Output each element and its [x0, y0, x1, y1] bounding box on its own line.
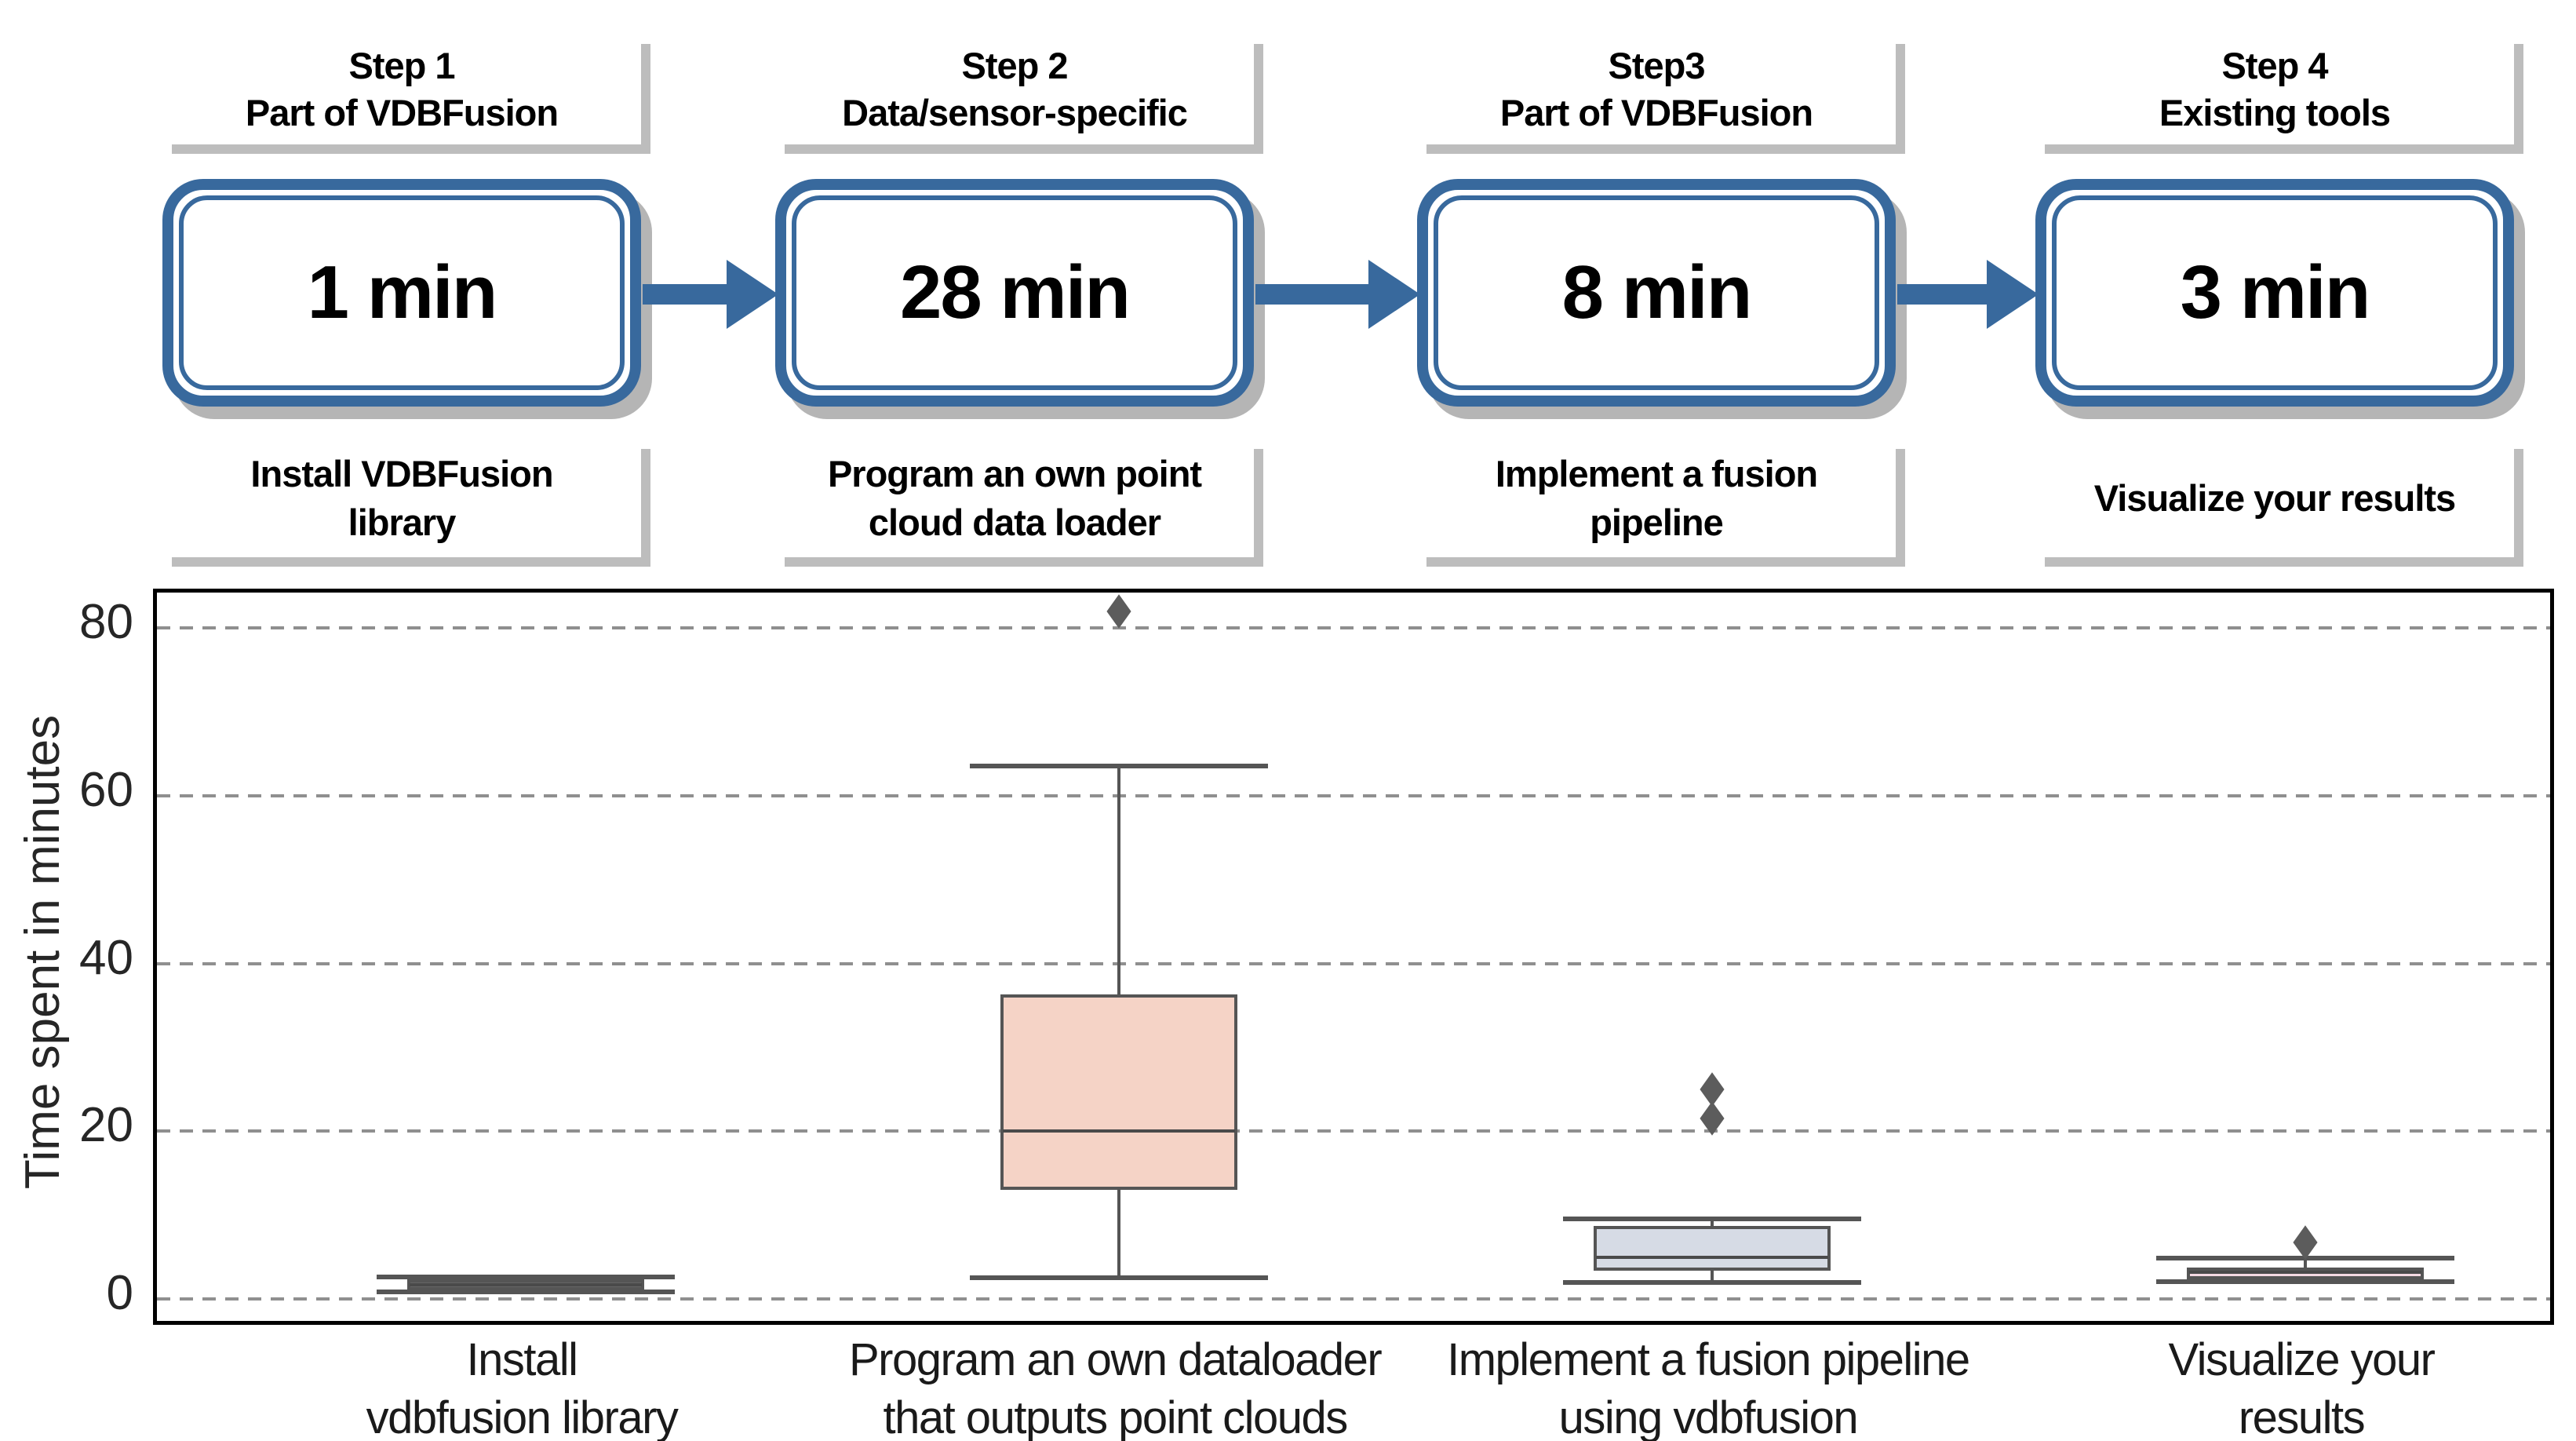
- flow-arrow-shaft: [1897, 284, 1987, 305]
- step-task-line: cloud data loader: [868, 502, 1161, 543]
- upper-whisker-line: [1117, 766, 1121, 995]
- upper-whisker-cap: [377, 1275, 675, 1280]
- y-tick-label: 20: [79, 1098, 133, 1153]
- step-duration-value: 3 min: [2180, 250, 2371, 334]
- step-duration-value: 8 min: [1561, 250, 1753, 334]
- iqr-box: [1000, 994, 1238, 1191]
- step-number-label: Step 2: [961, 45, 1068, 86]
- x-tick-label: Program an own dataloader that outputs p…: [848, 1334, 1383, 1441]
- step-duration-box: 8 min: [1417, 179, 1896, 407]
- step-number-label: Step 4: [2221, 45, 2328, 86]
- step-duration-box-inner: 28 min: [792, 195, 1237, 390]
- gridline: [157, 626, 2550, 629]
- step-number-label: Step 1: [348, 45, 455, 86]
- step-duration-box-inner: 3 min: [2052, 195, 2498, 390]
- x-tick-label: Implement a fusion pipeline using vdbfus…: [1447, 1334, 1970, 1441]
- step-duration-value: 1 min: [307, 250, 498, 334]
- step-task-label: Install VDBFusion library: [162, 440, 641, 557]
- step-duration-value: 28 min: [899, 250, 1131, 334]
- flow-arrow-icon: [643, 247, 778, 341]
- step-duration-box-inner: 8 min: [1434, 195, 1879, 390]
- flow-arrow-head: [727, 260, 778, 329]
- plot-area: [153, 589, 2554, 1325]
- lower-whisker-line: [1117, 1190, 1121, 1279]
- step-task-label: Visualize your results: [2035, 440, 2514, 557]
- iqr-box: [1593, 1226, 1831, 1271]
- gridline: [157, 961, 2550, 965]
- x-tick-label: Install vdbfusion library: [366, 1334, 679, 1441]
- upper-whisker-cap: [1562, 1216, 1861, 1221]
- upper-whisker-cap: [970, 764, 1269, 769]
- step-duration-box: 28 min: [775, 179, 1254, 407]
- flow-arrow-head: [1987, 260, 2039, 329]
- flow-arrow-icon: [1255, 247, 1420, 341]
- step-task-label: Program an own point cloud data loader: [775, 440, 1254, 557]
- step-category-label: Data/sensor-specific: [842, 92, 1188, 133]
- step-header: Step 2 Data/sensor-specific: [775, 35, 1254, 144]
- step-duration-box: 3 min: [2035, 179, 2514, 407]
- step-task-line: pipeline: [1590, 502, 1724, 543]
- y-tick-label: 40: [79, 930, 133, 985]
- step-task-line: library: [348, 502, 457, 543]
- y-tick-label: 0: [106, 1266, 133, 1321]
- step-task-label: Implement a fusion pipeline: [1417, 440, 1896, 557]
- median-line: [1003, 1129, 1236, 1133]
- median-line: [1595, 1255, 1828, 1259]
- lower-whisker-line: [1710, 1270, 1714, 1282]
- step-category-label: Existing tools: [2159, 92, 2391, 133]
- step-category-label: Part of VDBFusion: [245, 92, 559, 133]
- outlier-diamond-icon: [1700, 1072, 1725, 1107]
- upper-whisker-line: [1710, 1218, 1714, 1227]
- flow-arrow-shaft: [643, 284, 727, 305]
- step-task-line: Implement a fusion: [1495, 453, 1818, 494]
- step-task-line: Install VDBFusion: [250, 453, 553, 494]
- step-header: Step3 Part of VDBFusion: [1417, 35, 1896, 144]
- step-header: Step 4 Existing tools: [2035, 35, 2514, 144]
- upper-whisker-line: [2303, 1257, 2307, 1268]
- flow-arrow-head: [1368, 260, 1420, 329]
- lower-whisker-cap: [970, 1275, 1269, 1281]
- lower-whisker-cap: [1562, 1279, 1861, 1285]
- y-tick-label: 60: [79, 762, 133, 817]
- step-task-line: Program an own point: [827, 453, 1202, 494]
- lower-whisker-cap: [377, 1289, 675, 1294]
- step-duration-box-inner: 1 min: [179, 195, 625, 390]
- median-line: [2188, 1270, 2421, 1274]
- flow-arrow-shaft: [1255, 284, 1368, 305]
- step-category-label: Part of VDBFusion: [1499, 92, 1813, 133]
- outlier-diamond-icon: [2293, 1224, 2318, 1260]
- step-number-label: Step3: [1608, 45, 1706, 86]
- gridline: [157, 1129, 2550, 1133]
- outlier-diamond-icon: [1106, 593, 1131, 629]
- gridline: [157, 1297, 2550, 1301]
- step-duration-box: 1 min: [162, 179, 641, 407]
- x-tick-label: Visualize your results: [2168, 1334, 2436, 1441]
- step-task-line: Visualize your results: [2093, 477, 2456, 519]
- gridline: [157, 793, 2550, 797]
- step-header: Step 1 Part of VDBFusion: [162, 35, 641, 144]
- flow-arrow-icon: [1897, 247, 2039, 341]
- y-tick-label: 80: [79, 594, 133, 649]
- median-line: [410, 1283, 642, 1287]
- lower-whisker-cap: [2155, 1279, 2454, 1284]
